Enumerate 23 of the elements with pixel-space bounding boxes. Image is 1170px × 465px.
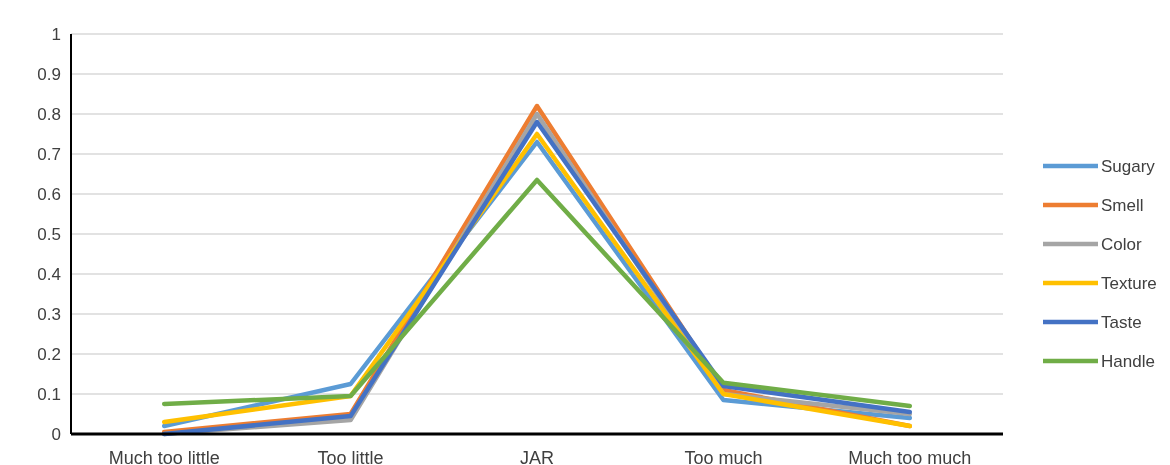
legend-label: Color (1101, 234, 1142, 254)
y-tick-label: 0.6 (37, 184, 61, 204)
y-tick-label: 0 (51, 424, 61, 444)
line-series (161, 177, 913, 409)
y-tick-label: 0.7 (37, 144, 61, 164)
x-tick-label: JAR (519, 448, 555, 465)
y-tick-label: 0.5 (37, 224, 61, 244)
legend-label: Taste (1101, 312, 1142, 332)
y-tick-label: 1 (51, 24, 61, 44)
x-tick-label: Much too little (108, 448, 220, 465)
y-tick-label: 0.4 (37, 264, 61, 284)
y-tick-label: 0.1 (37, 384, 61, 404)
legend-label: Sugary (1101, 156, 1156, 176)
y-tick-label: 0.3 (37, 304, 61, 324)
legend-label: Texture (1101, 273, 1157, 293)
y-tick-label: 0.9 (37, 64, 61, 84)
legend-label: Smell (1101, 195, 1144, 215)
y-tick-label: 0.2 (37, 344, 61, 364)
x-tick-label: Much too much (848, 448, 972, 465)
y-tick-label: 0.8 (37, 104, 61, 124)
x-tick-label: Too much (684, 448, 763, 465)
legend-label: Handle (1101, 351, 1155, 371)
x-tick-label: Too little (317, 448, 384, 465)
